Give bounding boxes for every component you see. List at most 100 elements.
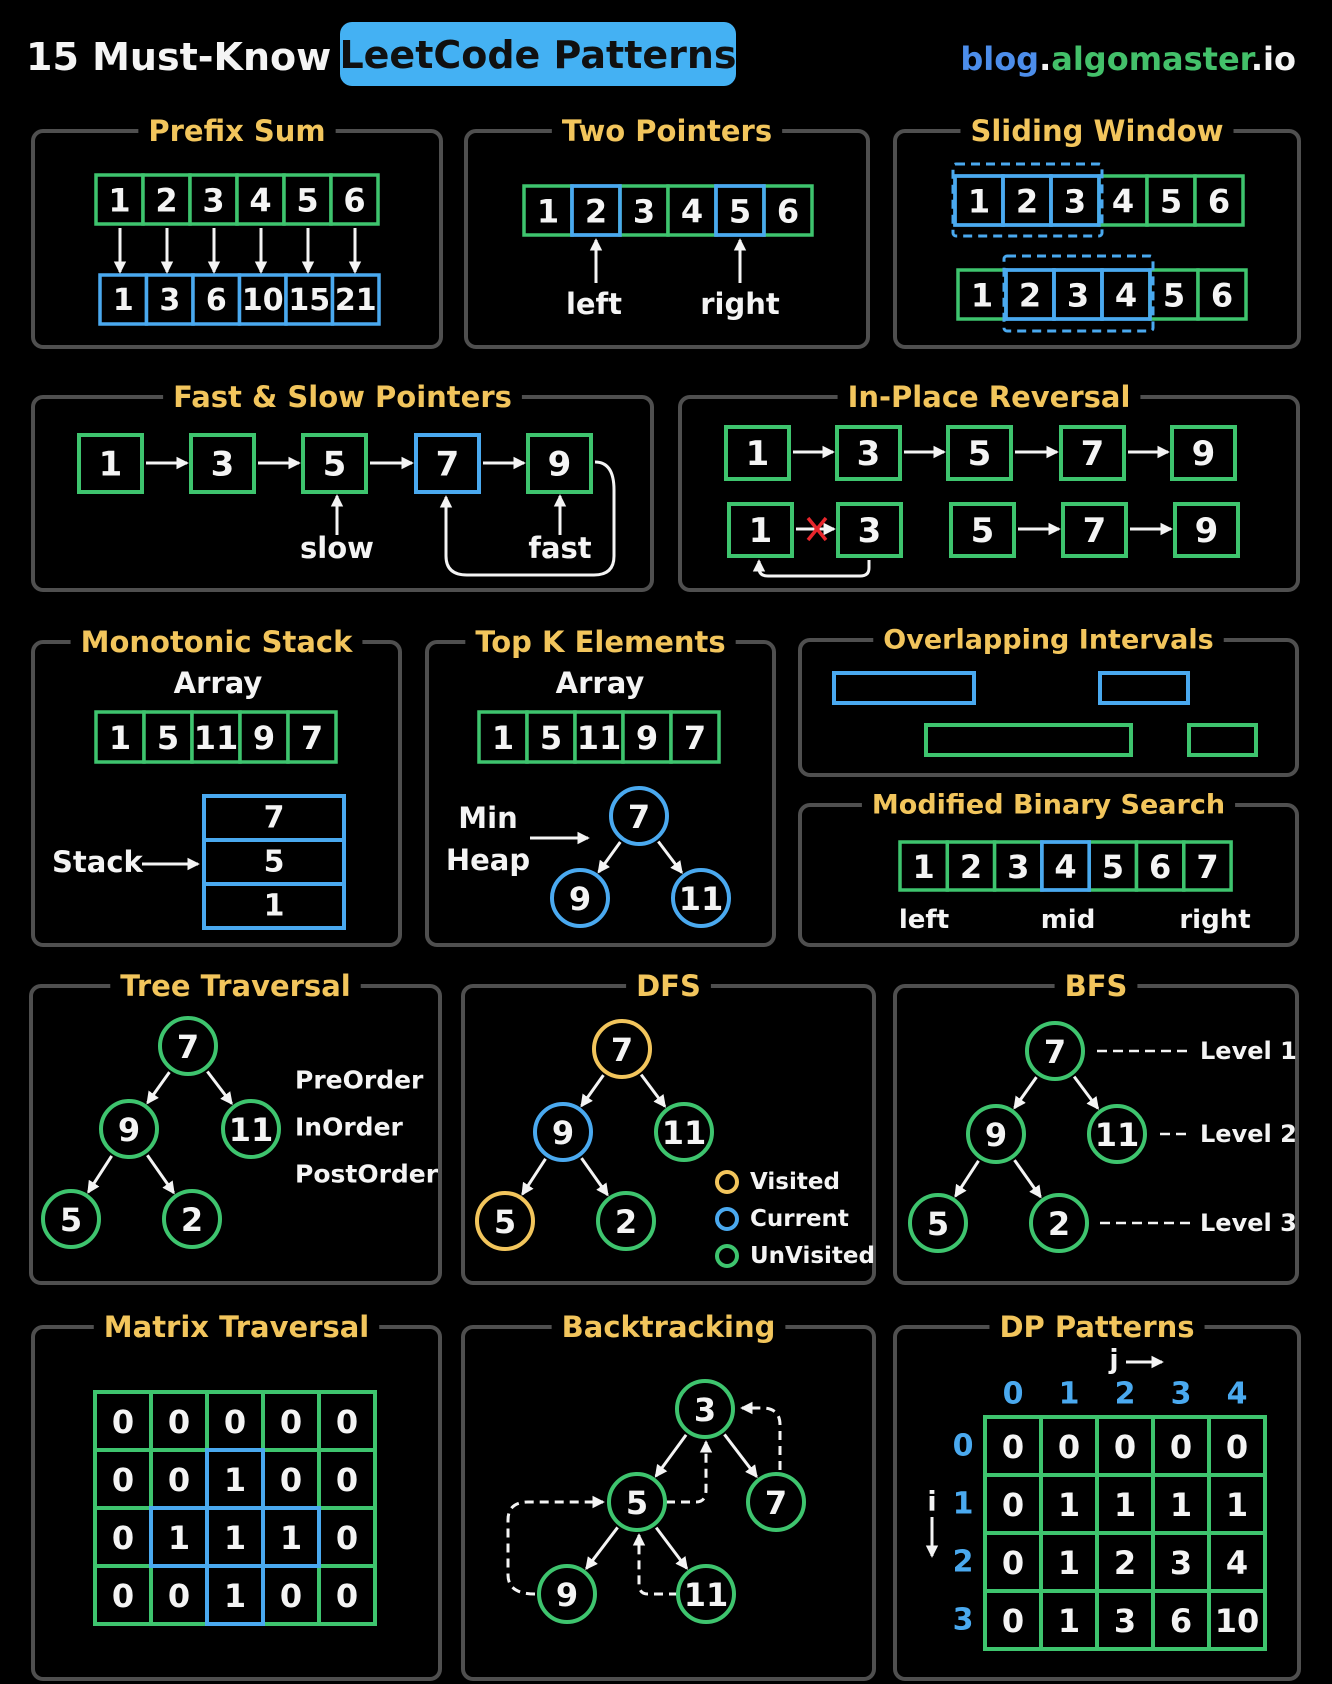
panel-bfs: BFS: [893, 969, 1299, 1285]
matrix-cell-value: 0: [112, 1403, 134, 1441]
interval-bar: [1187, 723, 1258, 757]
matrix-cell-value: 0: [336, 1461, 358, 1499]
stack-slot: [202, 838, 346, 886]
dfs-tree-node-value: 2: [615, 1203, 637, 1241]
matrix-cell-value: 0: [224, 1403, 246, 1441]
stack-label: Stack: [52, 845, 144, 879]
reversal-row2-node-value: 3: [858, 511, 882, 551]
panel-matrix-traversal-title: Matrix Traversal: [104, 1310, 369, 1344]
matrix-cell: [93, 1390, 153, 1452]
bfs-tree-node-value: 9: [985, 1116, 1007, 1154]
traversal-tree-node: [158, 1016, 218, 1076]
prefix-output-value: 3: [159, 283, 180, 318]
window-row1-value: 6: [1208, 183, 1230, 221]
matrix-cell: [93, 1564, 153, 1626]
dfs-tree-node-value: 11: [662, 1114, 707, 1152]
reversal-row2-node: [1173, 502, 1240, 558]
heap-node-value: 7: [628, 798, 650, 836]
stack-slot: [202, 882, 346, 930]
dp-cell: [1039, 1415, 1099, 1477]
panel-dfs-title-gap: [626, 978, 711, 994]
dp-cell: [1207, 1415, 1267, 1477]
dfs-legend-label: UnVisited: [750, 1243, 875, 1269]
dp-cell-value: 4: [1226, 1544, 1248, 1582]
backtrack-return-arrow: [666, 1440, 713, 1504]
fast-slow-node-value: 5: [323, 445, 347, 485]
dp-col-header: 3: [1171, 1377, 1192, 1412]
dp-cell-value: 0: [1002, 1602, 1024, 1640]
traversal-tree-node-value: 2: [181, 1201, 203, 1239]
traversal-tree-node-value: 11: [229, 1111, 274, 1149]
traversal-tree-node: [221, 1099, 281, 1159]
dfs-tree-edge: [580, 1157, 609, 1197]
bfs-tree-node: [1087, 1104, 1147, 1164]
traversal-tree-edge: [87, 1155, 113, 1194]
window-row2-cell-highlight: [1100, 268, 1152, 321]
window-row1-cell: [1145, 174, 1197, 227]
bsearch-cell: [898, 840, 950, 892]
backtrack-edge: [654, 1433, 688, 1478]
panel-prefix-sum-title: Prefix Sum: [148, 114, 325, 148]
panel-overlapping-intervals-title-gap: [873, 632, 1224, 648]
panel-tree-traversal-title: Tree Traversal: [120, 969, 350, 1003]
title-badge-text: LeetCode Patterns: [339, 33, 736, 77]
traversal-order-preorder: PreOrder: [295, 1066, 424, 1095]
backtrack-edge: [655, 1526, 688, 1570]
topk-array-value: 5: [540, 719, 562, 757]
bsearch-value: 5: [1102, 848, 1124, 886]
matrix-cell-value: 0: [280, 1577, 302, 1615]
backtrack-node: [746, 1472, 806, 1532]
fast-slow-node-value: 9: [548, 445, 572, 485]
dp-row-header: 1: [953, 1487, 974, 1522]
heap-label: Heap: [446, 843, 530, 877]
bsearch-cell-highlight: [1040, 840, 1091, 892]
prefix-output-cell: [191, 273, 242, 326]
heap-node-value: 11: [679, 880, 724, 918]
window-row1-value: 4: [1112, 183, 1134, 221]
reversal-row1-node-value: 3: [857, 434, 881, 474]
window-row2-value: 1: [971, 277, 993, 315]
stack-slot-value: 7: [264, 801, 285, 836]
stack-array-value: 5: [157, 719, 179, 757]
stack-slot: [202, 794, 346, 842]
dfs-tree-node-value: 5: [494, 1203, 516, 1241]
dp-cell-value: 0: [1226, 1428, 1248, 1466]
traversal-tree-node-value: 7: [177, 1028, 199, 1066]
site-link[interactable]: blog.algomaster.io: [960, 40, 1296, 78]
bfs-tree-node-value: 2: [1048, 1205, 1070, 1243]
dp-cell-value: 1: [1058, 1544, 1080, 1582]
fast-slow-node-value: 3: [211, 445, 235, 485]
prefix-input-cell: [282, 173, 333, 226]
two-pointers-value: 2: [585, 193, 607, 231]
reversal-row2-node-value: 5: [971, 511, 995, 551]
site-link-io: io: [1263, 40, 1296, 78]
dp-i-label: i: [927, 1487, 936, 1518]
bfs-tree-node-value: 5: [927, 1205, 949, 1243]
prefix-output-value: 1: [113, 283, 134, 318]
traversal-tree-node-value: 9: [118, 1111, 140, 1149]
dp-cell: [1095, 1589, 1155, 1651]
reversal-row1-node-value: 1: [746, 434, 770, 474]
fast-slow-node: [301, 433, 368, 494]
bfs-tree-node: [1025, 1021, 1085, 1081]
stack-slot-value: 5: [264, 845, 285, 880]
heap-edge: [657, 840, 683, 874]
matrix-cell-value: 0: [168, 1461, 190, 1499]
dfs-tree-node: [475, 1191, 535, 1251]
traversal-tree-node-value: 5: [60, 1201, 82, 1239]
prefix-output-value: 6: [206, 283, 227, 318]
dp-cell-value: 3: [1114, 1602, 1136, 1640]
two-pointers-value: 3: [633, 193, 655, 231]
backtrack-node: [676, 1564, 736, 1624]
bsearch-cell: [1182, 840, 1233, 892]
array-label: Array: [174, 666, 263, 700]
matrix-cell-value: 0: [280, 1403, 302, 1441]
stack-array-value: 1: [109, 719, 131, 757]
heap-node: [671, 868, 731, 928]
traversal-order-inorder: InOrder: [295, 1113, 404, 1142]
panel-in-place-reversal-title-gap: [837, 389, 1141, 405]
panel-dfs-title: DFS: [636, 969, 701, 1003]
site-link-dot: .: [1039, 40, 1051, 78]
panel-backtracking-title: Backtracking: [562, 1310, 776, 1344]
